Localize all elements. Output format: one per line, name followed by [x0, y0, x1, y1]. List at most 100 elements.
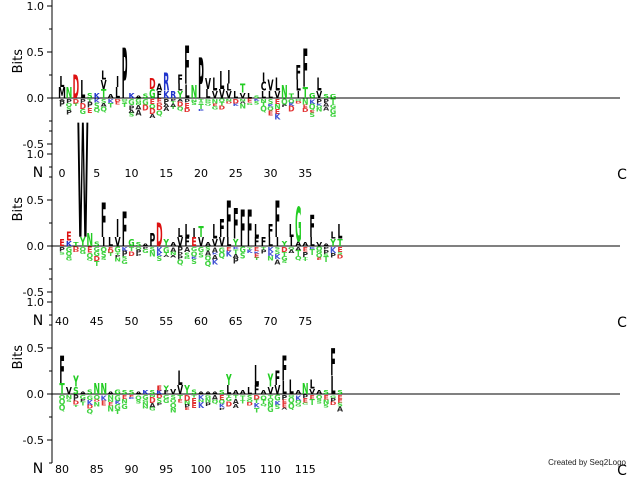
- logo-letter-negative-G: G: [330, 114, 336, 119]
- logo-letter-negative-K: K: [254, 251, 261, 254]
- logo-letter-negative-E: E: [303, 104, 308, 109]
- logo-letter-negative-K: K: [101, 394, 108, 403]
- c-terminus-label: C: [617, 463, 627, 479]
- logo-letter-negative-S: S: [184, 251, 190, 259]
- logo-letter-negative-E: E: [191, 396, 196, 405]
- logo-letter-Y: Y: [329, 238, 336, 249]
- logo-letter-negative-Q: Q: [80, 246, 87, 252]
- logo-letter-negative-K: K: [274, 252, 281, 261]
- logo-letter-negative-D: D: [253, 394, 260, 401]
- logo-letter-negative-P: P: [219, 408, 226, 411]
- logo-letter-A: A: [212, 391, 218, 395]
- logo-letter-negative-D: D: [73, 98, 80, 105]
- logo-letter-negative-E: E: [150, 98, 155, 106]
- logo-letter-S: S: [191, 388, 197, 396]
- logo-letter-L: L: [261, 90, 266, 101]
- logo-letter-L: L: [212, 220, 217, 244]
- logo-letter-L: L: [317, 75, 322, 96]
- x-tick-label: 30: [264, 167, 278, 180]
- logo-letter-negative-Q: Q: [177, 258, 184, 267]
- logo-letter-F: F: [303, 38, 308, 100]
- x-tick-label: 110: [260, 463, 281, 476]
- logo-letter-negative-A: A: [163, 255, 170, 258]
- logo-letter-L: L: [268, 235, 273, 249]
- logo-letter-negative-D: D: [177, 100, 183, 109]
- logo-letter-V: V: [170, 387, 176, 396]
- logo-letter-A: A: [295, 389, 302, 395]
- logo-letter-L: L: [185, 82, 190, 103]
- x-tick-label: 20: [194, 167, 208, 180]
- logo-letter-negative-D: D: [156, 104, 163, 112]
- logo-letter-A: A: [156, 83, 162, 94]
- logo-letter-negative-E: E: [226, 246, 232, 252]
- logo-letter-negative-K: K: [309, 97, 316, 105]
- logo-letter-negative-E: E: [87, 106, 92, 115]
- logo-letter-I: I: [116, 215, 119, 243]
- logo-letter-negative-D: D: [94, 400, 101, 403]
- logo-letter-T: T: [73, 241, 79, 247]
- logo-letter-A: A: [135, 391, 141, 395]
- logo-letter-negative-G: G: [330, 107, 336, 116]
- logo-letter-P: P: [122, 36, 128, 115]
- logo-letter-negative-P: P: [163, 98, 169, 106]
- logo-letter-T: T: [101, 87, 107, 101]
- logo-letter-negative-A: A: [212, 394, 219, 401]
- logo-letter-negative-A: A: [128, 110, 134, 115]
- logo-letter-negative-P: P: [80, 98, 86, 105]
- logo-letter-negative-E: E: [337, 398, 343, 404]
- logo-letter-negative-N: N: [205, 396, 212, 405]
- logo-letter-negative-S: S: [101, 98, 107, 105]
- logo-letter-negative-K: K: [198, 401, 205, 410]
- logo-letter-V: V: [226, 90, 232, 101]
- logo-letter-L: L: [254, 359, 259, 392]
- logo-letter-S: S: [337, 389, 343, 395]
- logo-letter-negative-K: K: [219, 403, 226, 409]
- logo-letter-M: M: [58, 84, 66, 102]
- logo-letter-negative-K: K: [274, 113, 281, 122]
- logo-letter-L: L: [233, 90, 238, 101]
- logo-letter-negative-Q: Q: [260, 403, 267, 407]
- logo-letter-negative-A: A: [281, 408, 288, 411]
- logo-letter-F: F: [296, 61, 301, 85]
- logo-letter-negative-E: E: [254, 252, 260, 258]
- logo-letter-negative-P: P: [143, 247, 150, 250]
- logo-letter-negative-G: G: [330, 395, 336, 399]
- c-terminus-label: C: [617, 315, 627, 331]
- logo-letter-negative-S: S: [316, 401, 322, 405]
- logo-letter-negative-A: A: [149, 402, 156, 409]
- logo-letter-P: P: [198, 48, 204, 112]
- logo-letter-negative-Q: Q: [205, 103, 212, 106]
- logo-letter-negative-G: G: [94, 250, 100, 258]
- logo-letter-L: L: [268, 90, 273, 101]
- logo-letter-negative-P: P: [282, 104, 289, 108]
- logo-letter-T: T: [337, 238, 343, 249]
- logo-letter-V: V: [212, 90, 218, 101]
- logo-letter-negative-E: E: [323, 394, 329, 401]
- logo-letter-V: V: [316, 90, 322, 101]
- logo-letter-V: V: [309, 387, 315, 396]
- y-tick-label: 0.5: [27, 342, 45, 355]
- logo-letter-S: S: [323, 93, 329, 99]
- logo-letter-L: L: [331, 372, 336, 400]
- logo-letter-L: L: [60, 73, 65, 91]
- logo-letter-negative-P: P: [59, 100, 65, 109]
- logo-letter-Y: Y: [163, 238, 170, 249]
- logo-letter-negative-G: G: [330, 104, 336, 110]
- logo-letter-negative-A: A: [205, 249, 211, 257]
- logo-letter-negative-P: P: [87, 100, 93, 109]
- logo-letter-negative-Q: Q: [86, 407, 93, 415]
- x-tick-label: 115: [295, 463, 316, 476]
- logo-letter-negative-Q: Q: [219, 99, 226, 104]
- logo-letter-negative-T: T: [261, 247, 267, 251]
- logo-letter-negative-Q: Q: [121, 99, 128, 102]
- logo-letter-negative-P: P: [233, 257, 239, 266]
- logo-letter-negative-T: T: [198, 102, 204, 111]
- y-tick-label: -0.5: [23, 434, 44, 447]
- logo-letter-L: L: [226, 235, 231, 249]
- logo-letter-A: A: [108, 391, 114, 395]
- logo-letter-negative-G: G: [184, 257, 191, 260]
- logo-letter-negative-S: S: [66, 256, 72, 259]
- x-tick-label: 40: [55, 315, 69, 328]
- logo-letter-negative-S: S: [282, 260, 288, 264]
- logo-letter-negative-G: G: [87, 393, 93, 401]
